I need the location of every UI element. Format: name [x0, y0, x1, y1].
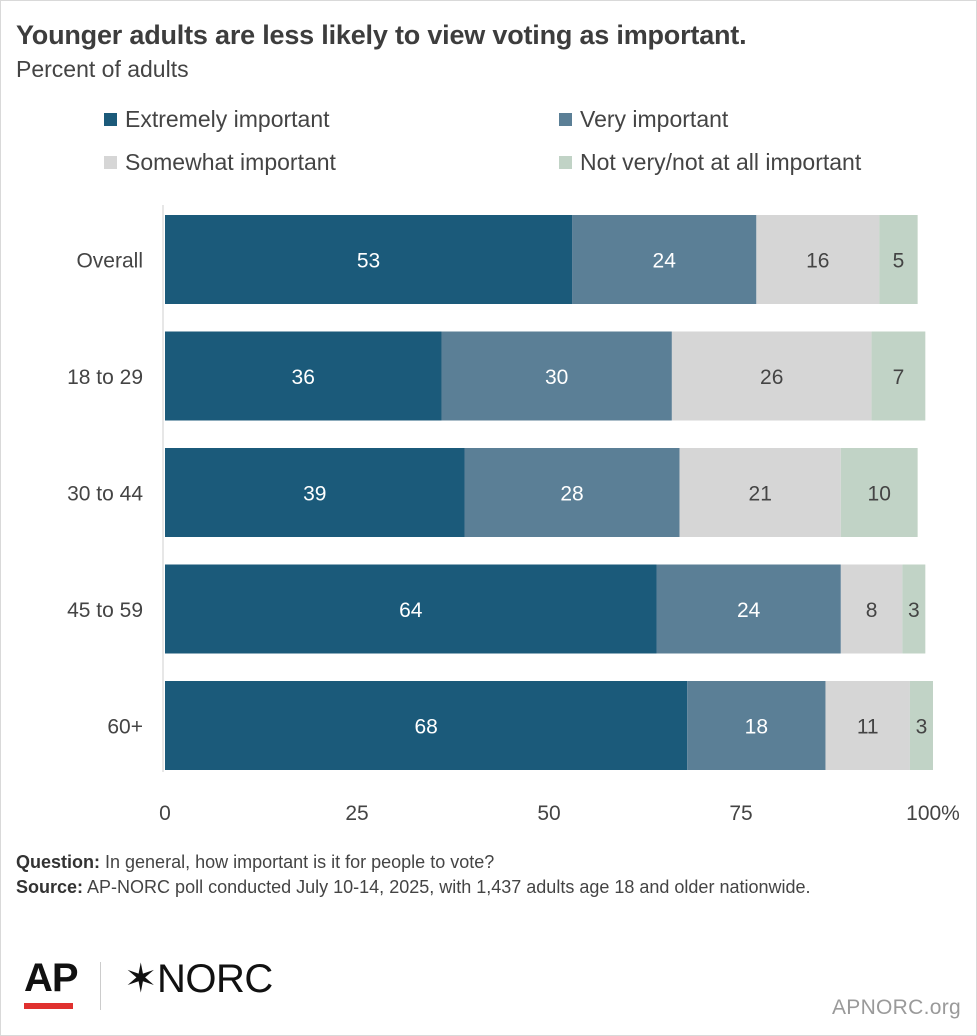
- data-label: 11: [857, 716, 879, 739]
- bar-segment: [165, 331, 442, 421]
- data-label: 3: [916, 716, 928, 739]
- legend-item-extremely-important: Extremely important: [104, 106, 330, 133]
- data-label: 7: [893, 366, 905, 389]
- data-label: 3: [908, 599, 920, 622]
- category-label: Overall: [76, 250, 143, 273]
- norc-logo: ✶NORC: [124, 956, 273, 1002]
- source-label: Source:: [16, 877, 84, 897]
- x-tick-label: 0: [159, 802, 171, 825]
- category-label: 18 to 29: [67, 366, 143, 389]
- data-label: 24: [737, 599, 761, 622]
- category-label: 30 to 44: [67, 483, 143, 506]
- data-label: 5: [893, 250, 905, 273]
- data-label: 36: [292, 366, 315, 389]
- norc-logo-text: NORC: [157, 957, 273, 1001]
- chart-subtitle: Percent of adults: [16, 56, 189, 82]
- bar-segment: [656, 564, 841, 654]
- legend-swatch: [104, 113, 117, 126]
- chart-title: Younger adults are less likely to view v…: [16, 20, 747, 50]
- legend-item-not-important: Not very/not at all important: [559, 149, 861, 176]
- stacked-bar-chart: Overall 53 24 16 518 to 29 36 30 26 730 to 44 39 2…: [67, 205, 960, 825]
- data-label: 18: [745, 716, 768, 739]
- bar-segment: [902, 564, 926, 654]
- legend-label: Somewhat important: [125, 149, 336, 175]
- x-tick-label: 50: [537, 802, 560, 825]
- ap-logo: AP: [24, 956, 79, 1000]
- data-label: 30: [545, 366, 568, 389]
- site-url: APNORC.org: [831, 996, 961, 1019]
- x-tick-label: 25: [345, 802, 368, 825]
- data-label: 21: [749, 483, 772, 506]
- norc-star-icon: ✶: [124, 957, 158, 1001]
- bar-segment: [572, 215, 757, 304]
- data-label: 28: [560, 483, 583, 506]
- bar-segment: [464, 448, 680, 537]
- x-tick-label: 75: [729, 802, 752, 825]
- question-text: In general, how important is it for peop…: [105, 852, 495, 872]
- legend-label: Very important: [580, 106, 729, 132]
- ap-logo-bar: [24, 1003, 73, 1009]
- question-label: Question:: [16, 852, 100, 872]
- bar-segment: [441, 331, 672, 421]
- bar-segment: [825, 681, 910, 770]
- legend-label: Extremely important: [125, 106, 330, 132]
- data-label: 8: [866, 599, 878, 622]
- data-label: 16: [806, 250, 829, 273]
- bar-segment: [687, 681, 826, 770]
- bar-segment: [840, 448, 918, 537]
- data-label: 68: [414, 716, 437, 739]
- footer-question: Question: In general, how important is i…: [16, 850, 494, 875]
- bar-segment: [840, 564, 903, 654]
- legend-item-somewhat-important: Somewhat important: [104, 149, 336, 176]
- category-label: 60+: [107, 716, 143, 739]
- legend-swatch: [104, 156, 117, 169]
- legend-swatch: [559, 156, 572, 169]
- bar-segment: [165, 681, 688, 770]
- bar-segment: [671, 331, 872, 421]
- data-label: 24: [653, 250, 677, 273]
- bar-segment: [879, 215, 918, 304]
- bar-segment: [165, 215, 573, 304]
- x-tick-label: 100%: [906, 802, 960, 825]
- bar-segment: [679, 448, 841, 537]
- data-label: 53: [357, 250, 380, 273]
- bar-segment: [909, 681, 933, 770]
- category-label: 45 to 59: [67, 599, 143, 622]
- data-label: 26: [760, 366, 783, 389]
- source-text: AP-NORC poll conducted July 10-14, 2025,…: [87, 877, 811, 897]
- data-label: 10: [868, 483, 891, 506]
- logo-divider: [100, 962, 101, 1010]
- data-label: 39: [303, 483, 326, 506]
- bar-segment: [165, 564, 657, 654]
- bar-segment: [165, 448, 465, 537]
- bar-segment: [756, 215, 880, 304]
- bar-segment: [871, 331, 926, 421]
- legend-item-very-important: Very important: [559, 106, 728, 133]
- footer-source: Source: AP-NORC poll conducted July 10-1…: [16, 875, 876, 900]
- legend-swatch: [559, 113, 572, 126]
- data-label: 64: [399, 599, 423, 622]
- legend-label: Not very/not at all important: [580, 149, 862, 175]
